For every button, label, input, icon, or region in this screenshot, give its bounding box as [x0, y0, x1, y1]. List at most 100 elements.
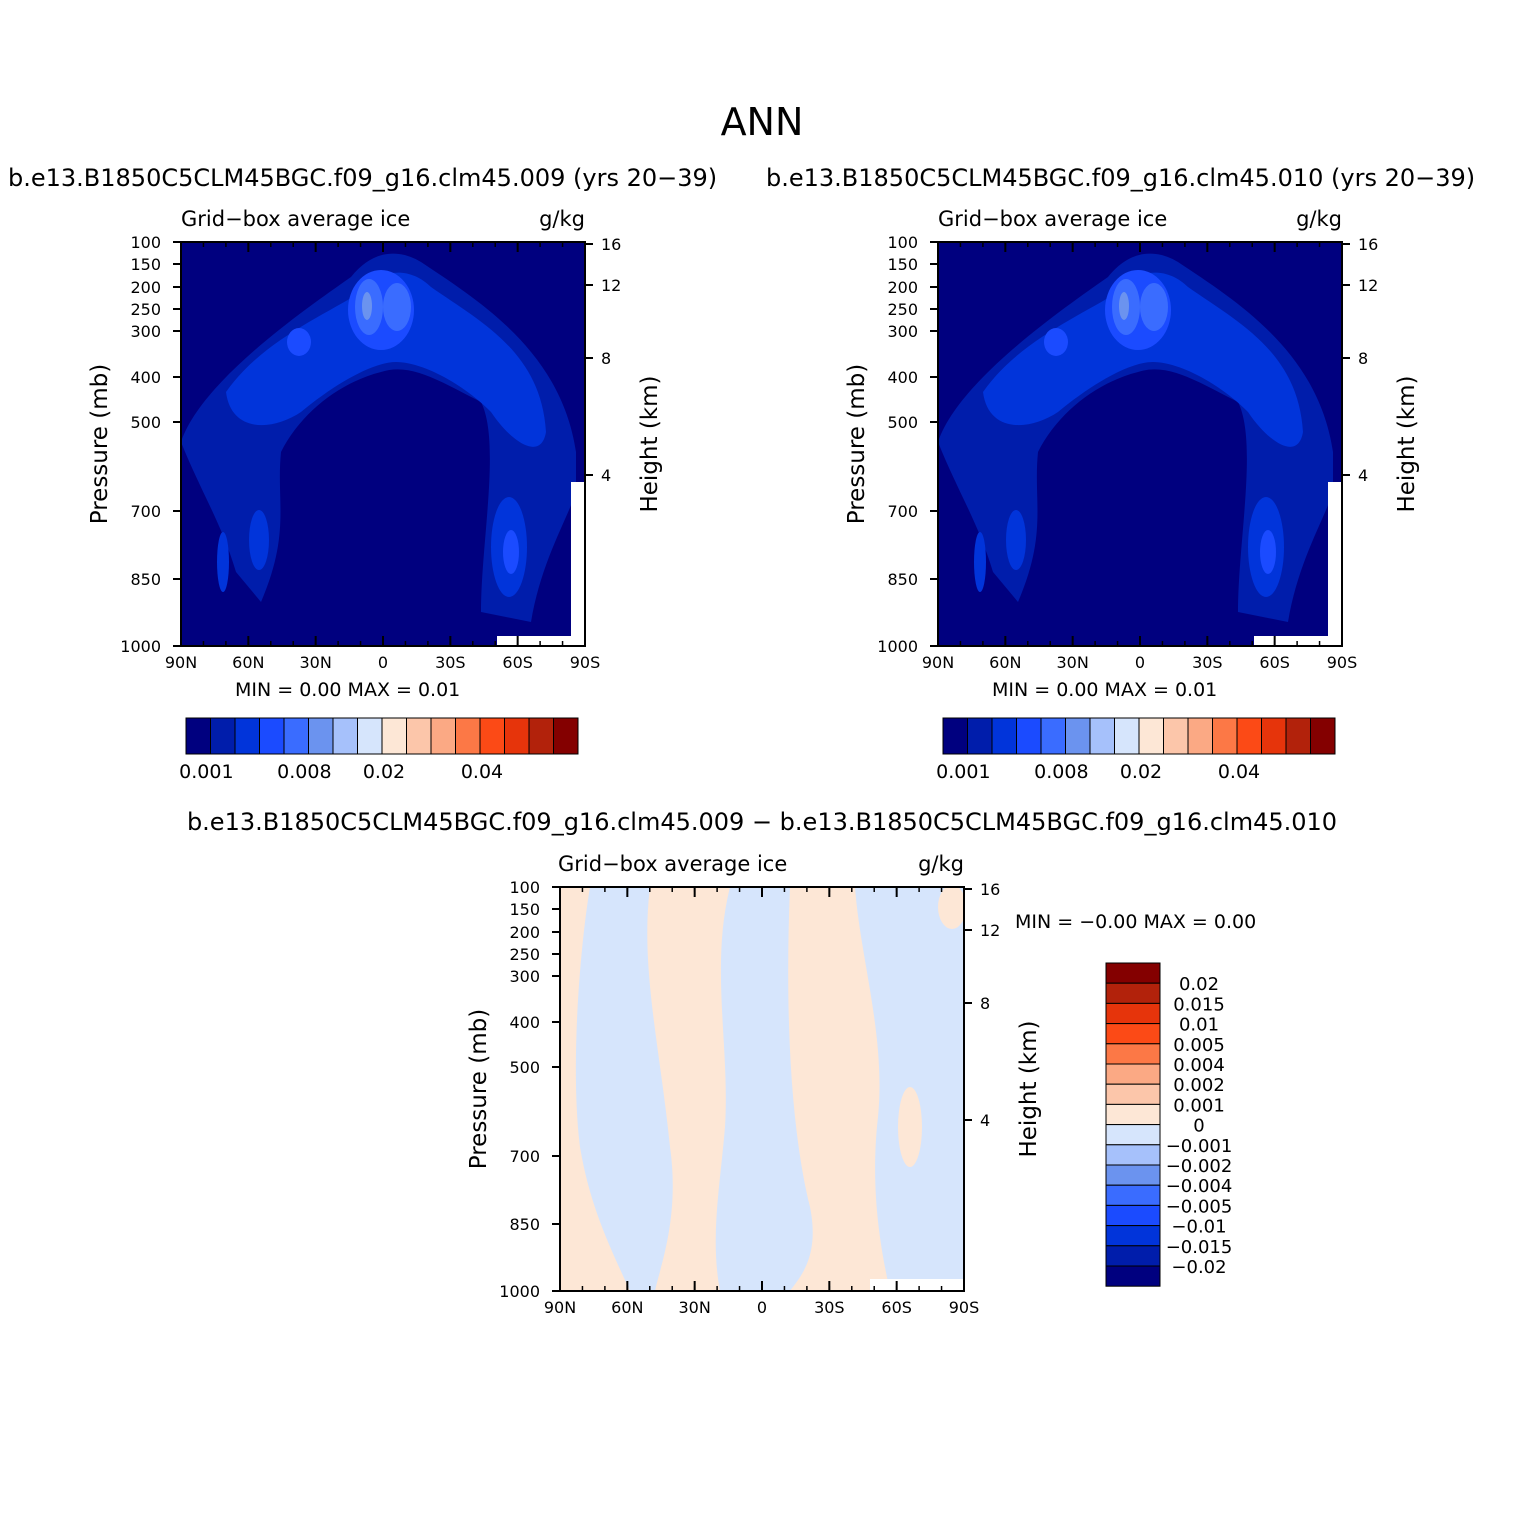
contour-level-3-c [503, 530, 519, 574]
colorbar-swatch [1285, 717, 1311, 755]
panel-1: 90N 60N 30N 0 30S 60S 90S 100 150 200 250 300 400 500… [87, 207, 663, 783]
y-tick-label: 500 [509, 1058, 540, 1077]
contour-level-5 [1119, 292, 1129, 320]
y-right-tick-label: 12 [1358, 276, 1378, 295]
x-tick-label: 30N [679, 1298, 711, 1317]
colorbar-swatch [357, 717, 383, 755]
panel-1-title: b.e13.B1850C5CLM45BGC.f09_g16.clm45.009 … [8, 164, 718, 192]
min-max-label: MIN = 0.00 MAX = 0.01 [992, 679, 1217, 701]
y-tick-label: 100 [130, 233, 161, 252]
colorbar-swatch [528, 717, 554, 755]
y-tick-label: 100 [509, 878, 540, 897]
y-axis-label: Pressure (mb) [466, 1009, 492, 1169]
subtitle-left: Grid−box average ice [181, 207, 410, 231]
contour-negative [575, 887, 673, 1291]
contour-level-2-north-b [217, 532, 229, 592]
contour-level-2 [983, 272, 1303, 447]
colorbar-swatch [479, 717, 505, 755]
missing-data [1254, 636, 1342, 646]
y-right-tick-label: 16 [601, 235, 621, 254]
colorbar-swatch [991, 717, 1017, 755]
y-tick-label: 1000 [877, 637, 918, 656]
y-tick-label: 400 [887, 368, 918, 387]
colorbar-swatch [1016, 717, 1042, 755]
y-right-tick-label: 12 [980, 921, 1000, 940]
y-axis-label: Pressure (mb) [87, 364, 113, 524]
colorbar-label: −0.02 [1171, 1257, 1226, 1278]
colorbar-swatch [553, 717, 579, 755]
colorbar-swatch [1105, 982, 1161, 1004]
x-tick-label: 60S [502, 653, 533, 672]
axes: 90N 60N 30N 0 30S 60S 90S 100 150 200 250 300 400 500… [466, 878, 1042, 1317]
contour-level-3-b [287, 328, 311, 356]
colorbar-swatch [1105, 1124, 1161, 1146]
colorbar-swatch [1138, 717, 1164, 755]
y-tick-label: 400 [509, 1013, 540, 1032]
y-tick-label: 300 [509, 967, 540, 986]
y-tick-label: 250 [509, 945, 540, 964]
x-tick-label: 90S [1327, 653, 1358, 672]
colorbar-swatch [504, 717, 530, 755]
x-tick-label: 90N [922, 653, 954, 672]
colorbar-label: −0.001 [1166, 1136, 1233, 1157]
colorbar-swatch [1105, 1164, 1161, 1186]
subtitle-units: g/kg [1296, 207, 1342, 231]
panel-3-title: b.e13.B1850C5CLM45BGC.f09_g16.clm45.009 … [186, 808, 1338, 836]
axes: 90N 60N 30N 0 30S 60S 90S 100 150 200 250 300 400 500… [87, 233, 663, 672]
x-tick-label: 30N [1057, 653, 1089, 672]
y-tick-label: 850 [130, 570, 161, 589]
colorbar-label: 0.04 [461, 761, 503, 783]
colorbar-label: −0.005 [1166, 1196, 1233, 1217]
subtitle-left: Grid−box average ice [558, 852, 787, 876]
colorbar-label: −0.015 [1166, 1237, 1233, 1258]
contour-level-2 [226, 272, 546, 447]
x-tick-label: 60S [881, 1298, 912, 1317]
y-tick-label: 850 [509, 1215, 540, 1234]
colorbar-swatch [1105, 1265, 1161, 1287]
x-tick-label: 0 [378, 653, 388, 672]
x-tick-label: 60N [611, 1298, 643, 1317]
colorbar-swatch [430, 717, 456, 755]
y-tick-label: 250 [130, 300, 161, 319]
colorbar-swatch [1040, 717, 1066, 755]
colorbar-label: −0.002 [1166, 1156, 1233, 1177]
colorbar-swatch [455, 717, 481, 755]
contour-level-2-north [249, 510, 269, 570]
y-tick-label: 200 [887, 278, 918, 297]
colorbar-swatch [1105, 1225, 1161, 1247]
y-tick-label: 300 [887, 322, 918, 341]
x-tick-label: 0 [1135, 653, 1145, 672]
x-tick-label: 90N [165, 653, 197, 672]
contour-fill [181, 242, 585, 646]
subtitle-units: g/kg [539, 207, 585, 231]
x-tick-label: 90S [570, 653, 601, 672]
colorbar-swatch [210, 717, 236, 755]
x-tick-label: 30N [300, 653, 332, 672]
x-tick-label: 60S [1259, 653, 1290, 672]
colorbar-swatch [381, 717, 407, 755]
y-tick-label: 700 [509, 1147, 540, 1166]
colorbar-swatch [942, 717, 968, 755]
colorbar-label: 0.01 [1179, 1015, 1219, 1036]
missing-data [870, 1279, 964, 1291]
colorbar-label: 0.008 [277, 761, 331, 783]
colorbar-swatch [1105, 1023, 1161, 1045]
colorbar-swatch [406, 717, 432, 755]
y-tick-label: 250 [887, 300, 918, 319]
y-tick-label: 150 [509, 900, 540, 919]
colorbar-swatch [1105, 1204, 1161, 1227]
y-axis-right-label: Height (km) [637, 375, 663, 512]
colorbar-swatch [1105, 1083, 1161, 1105]
colorbar-label: −0.01 [1171, 1217, 1226, 1238]
y-right-tick-label: 12 [601, 276, 621, 295]
y-tick-label: 200 [509, 923, 540, 942]
colorbar-swatch [283, 717, 309, 755]
colorbar-swatch [259, 717, 285, 755]
y-tick-label: 200 [130, 278, 161, 297]
y-right-tick-label: 8 [980, 994, 990, 1013]
colorbar-swatch [1065, 717, 1091, 755]
colorbar-label: 0.005 [1173, 1035, 1225, 1056]
colorbar-label: 0.015 [1173, 994, 1225, 1015]
y-tick-label: 500 [887, 413, 918, 432]
subtitle-units: g/kg [918, 852, 964, 876]
